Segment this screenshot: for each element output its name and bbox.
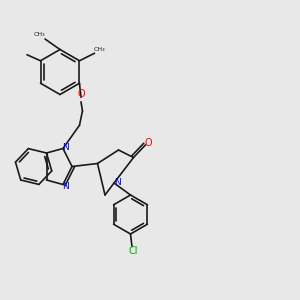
Text: N: N bbox=[62, 182, 69, 191]
Text: N: N bbox=[114, 178, 121, 187]
Text: CH₃: CH₃ bbox=[94, 47, 106, 52]
Text: O: O bbox=[145, 138, 152, 148]
Text: N: N bbox=[62, 142, 69, 152]
Text: O: O bbox=[77, 89, 85, 99]
Text: CH₃: CH₃ bbox=[34, 32, 45, 38]
Text: Cl: Cl bbox=[129, 246, 138, 256]
